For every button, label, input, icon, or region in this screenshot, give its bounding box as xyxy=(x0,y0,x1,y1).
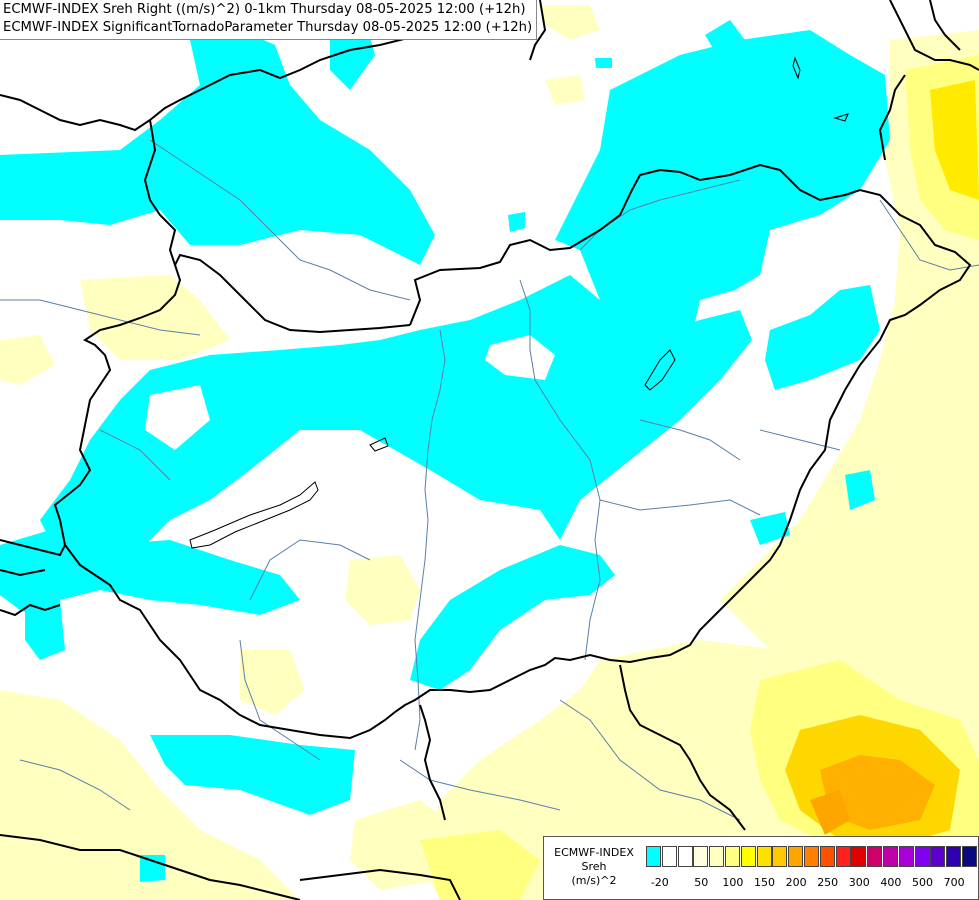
gold-shading xyxy=(785,80,979,845)
legend-tick-label: 150 xyxy=(754,876,775,889)
legend-swatch xyxy=(883,846,898,867)
cyan-shading xyxy=(0,20,890,882)
legend-tick-label: 700 xyxy=(943,876,965,889)
legend-swatch xyxy=(677,846,693,867)
legend-swatch xyxy=(756,846,772,867)
legend-swatch xyxy=(867,846,883,867)
legend-swatch xyxy=(804,846,819,867)
legend-tick-label: -20 xyxy=(650,876,669,889)
legend-swatch xyxy=(962,846,977,867)
legend-swatch xyxy=(914,846,930,867)
rivers xyxy=(0,139,979,821)
legend-swatch xyxy=(788,846,804,867)
legend-swatch xyxy=(740,846,756,867)
legend-swatch xyxy=(772,846,788,867)
legend-swatch xyxy=(819,846,835,867)
legend-swatch xyxy=(851,846,867,867)
legend-swatch xyxy=(930,846,946,867)
title-line-2: ECMWF-INDEX SignificantTornadoParameter … xyxy=(3,20,533,35)
legend-swatch xyxy=(898,846,914,867)
legend-swatch xyxy=(946,846,962,867)
title-line-1: ECMWF-INDEX Sreh Right ((m/s)^2) 0-1km T… xyxy=(3,2,526,17)
legend-tick-label: 500 xyxy=(912,876,933,889)
legend-swatch xyxy=(661,846,677,867)
lake-outline xyxy=(189,56,849,549)
legend-tick-label: 100 xyxy=(722,876,744,889)
legend-swatch xyxy=(725,846,740,867)
legend-parameter: Sreh xyxy=(581,860,607,873)
legend-tick-label: 400 xyxy=(880,876,902,889)
legend-tick-label: 250 xyxy=(817,876,839,889)
legend-swatch xyxy=(693,846,709,867)
legend-name: ECMWF-INDEX xyxy=(554,846,634,859)
color-legend: ECMWF-INDEX Sreh (m/s)^2 -20 50 100 150 200 2… xyxy=(543,836,979,900)
legend-tick-label: 200 xyxy=(785,876,807,889)
legend-unit: (m/s)^2 xyxy=(571,874,617,887)
legend-swatch xyxy=(835,846,851,867)
legend-swatch xyxy=(646,846,661,867)
legend-tick-label: 50 xyxy=(694,876,709,889)
legend-tick-label: 300 xyxy=(848,876,870,889)
legend-swatch xyxy=(709,846,725,867)
title-box: ECMWF-INDEX Sreh Right ((m/s)^2) 0-1km T… xyxy=(0,0,538,40)
